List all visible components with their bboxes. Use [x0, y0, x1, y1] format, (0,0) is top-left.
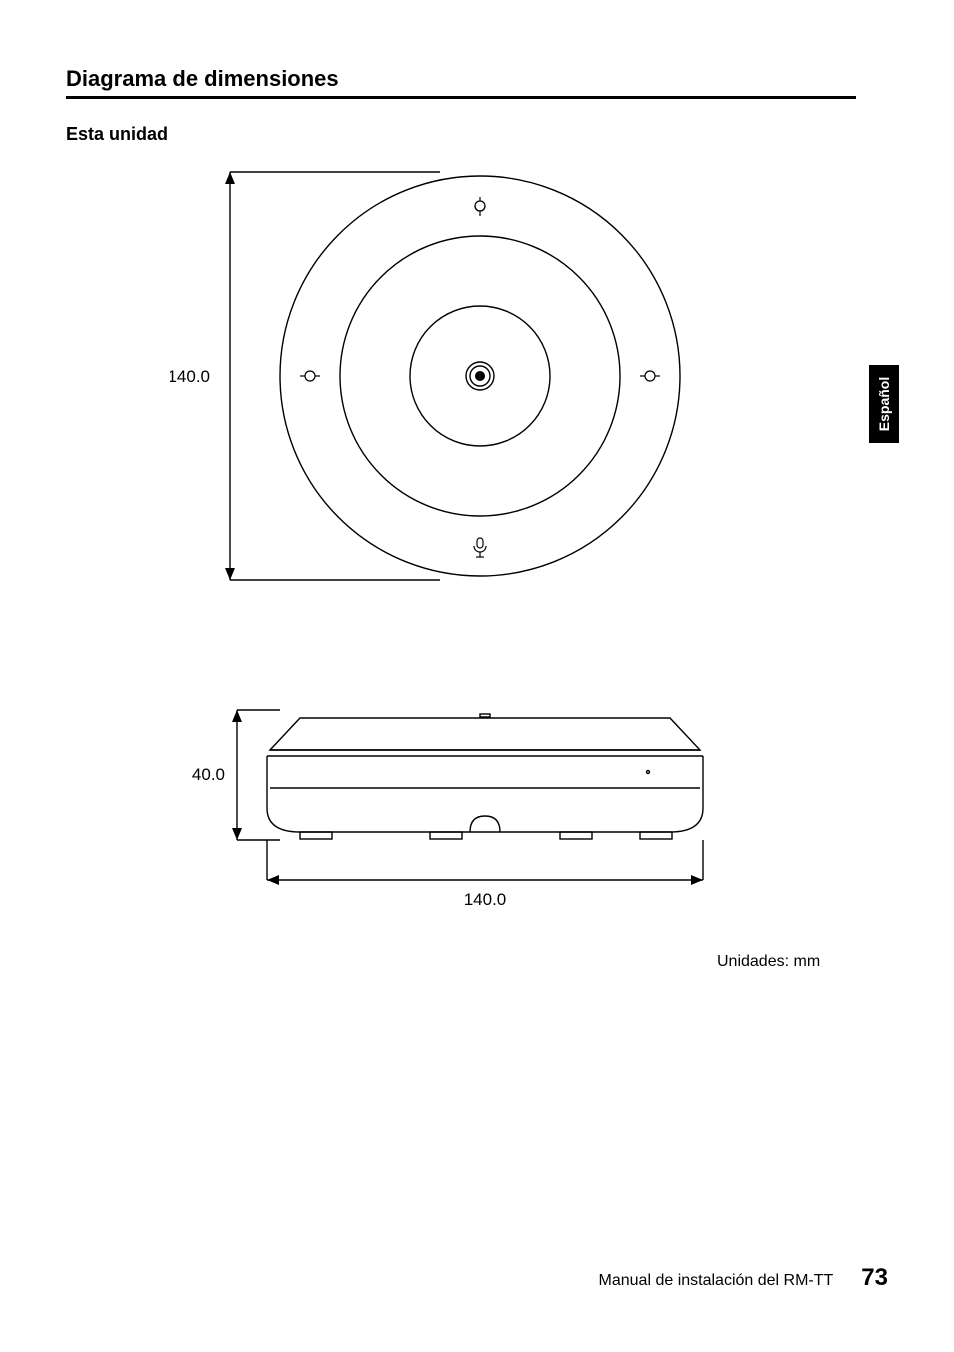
top-view-svg: 140.0	[170, 160, 770, 630]
side-view-svg: 40.0	[170, 680, 770, 940]
page-number: 73	[861, 1264, 888, 1292]
page-footer: Manual de instalación del RM-TT 73	[0, 1264, 954, 1292]
section-subheading: Esta unidad	[66, 124, 168, 145]
side-view-figure: 40.0	[170, 680, 770, 940]
language-tab-label: Español	[876, 377, 892, 431]
heading-rule	[66, 96, 856, 99]
language-tab: Español	[869, 365, 899, 443]
top-view-figure: 140.0	[170, 160, 770, 630]
dim-label-side-height: 40.0	[192, 765, 225, 784]
section-heading: Diagrama de dimensiones	[66, 66, 339, 92]
page: Diagrama de dimensiones Esta unidad Espa…	[0, 0, 954, 1352]
dim-label-side-width: 140.0	[464, 890, 507, 909]
dim-label-top-vertical: 140.0	[170, 367, 210, 386]
footer-title: Manual de instalación del RM-TT	[599, 1272, 834, 1290]
units-label: Unidades: mm	[717, 953, 820, 971]
